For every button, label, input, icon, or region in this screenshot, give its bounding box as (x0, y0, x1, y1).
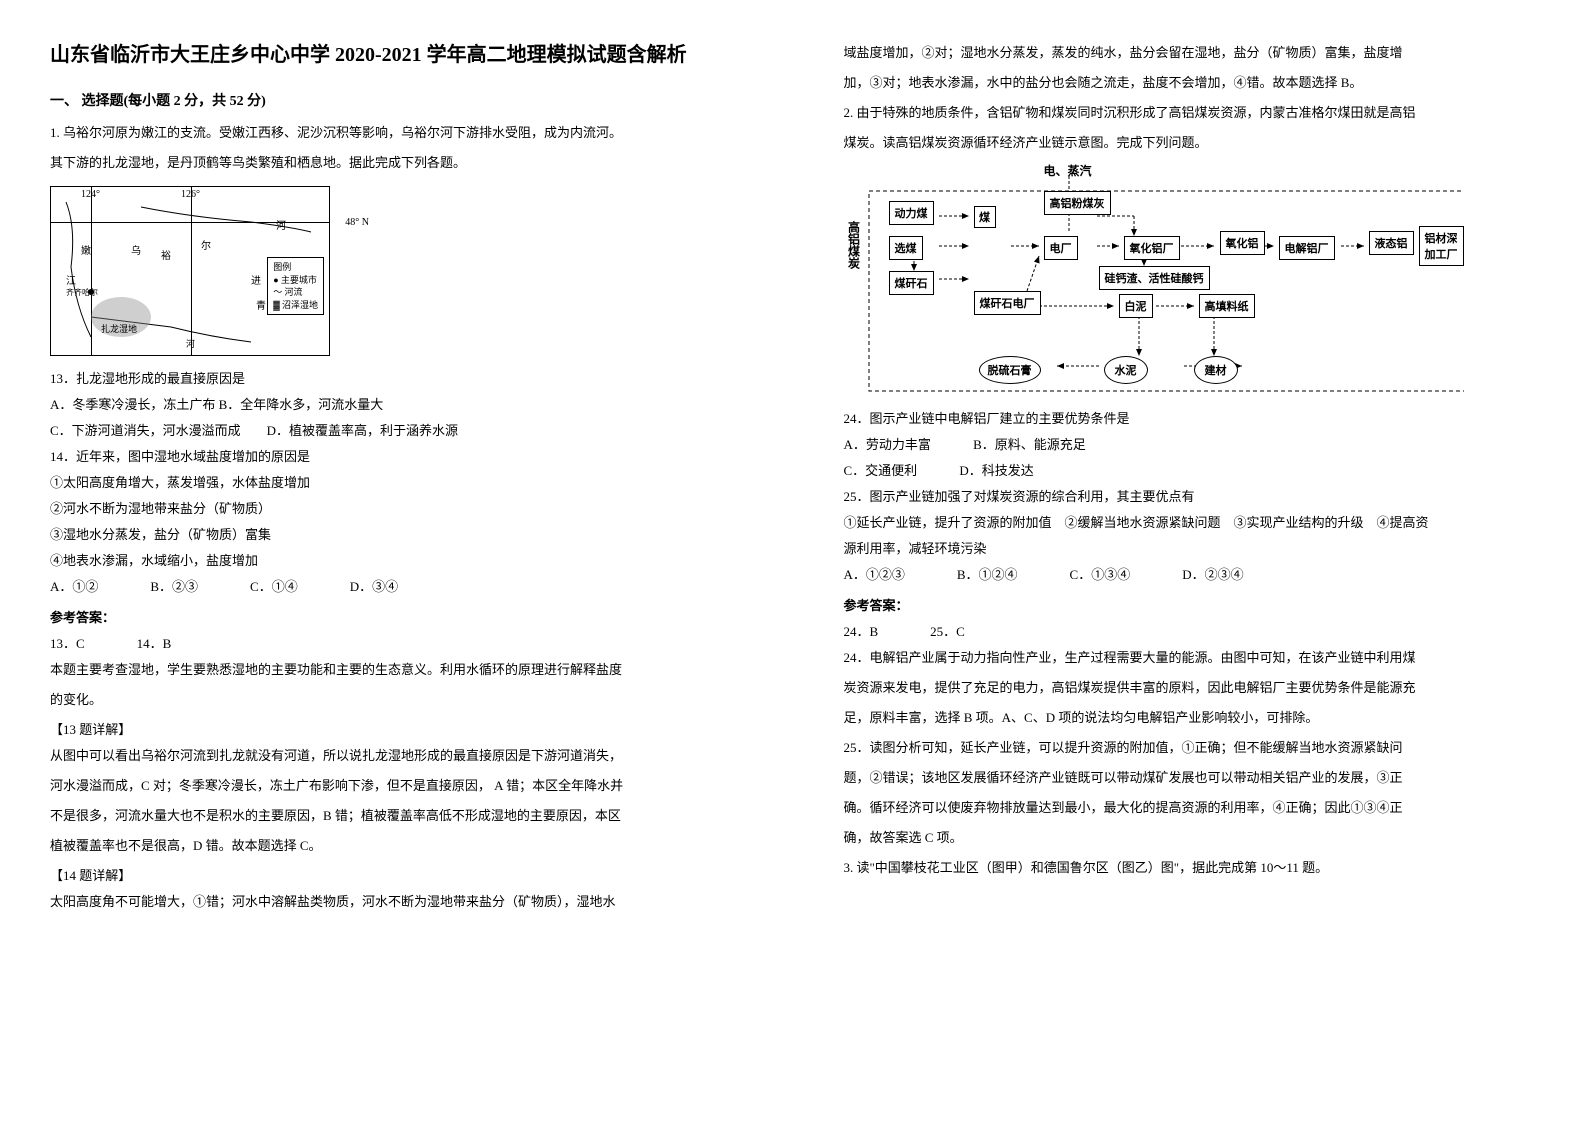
q3: 3. 读"中国攀枝花工业区（图甲）和德国鲁尔区（图乙）图"，据此完成第 10～1… (844, 855, 1538, 881)
d13-3: 不是很多，河流水量大也不是积水的主要原因，B 错；植被覆盖率高低不形成湿地的主要… (50, 803, 744, 829)
answer-header2: 参考答案： (844, 593, 1538, 619)
exp24-2: 炭资源来发电，提供了充足的电力，高铝煤炭提供丰富的原料，因此电解铝厂主要优势条件… (844, 675, 1538, 701)
exp24-3: 足，原料丰富，选择 B 项。A、C、D 项的说法均匀电解铝产业影响较小，可排除。 (844, 705, 1538, 731)
q25-opts: A．①②③ B．①②④ C．①③④ D．②③④ (844, 562, 1538, 588)
box-guigai: 硅钙渣、活性硅酸钙 (1099, 266, 1210, 290)
q14-sub2: ②河水不断为湿地带来盐分（矿物质） (50, 496, 744, 522)
legend-title: 图例 (273, 261, 318, 274)
label-zhalong: 扎龙湿地 (101, 322, 137, 335)
explain1: 本题主要考查湿地，学生要熟悉湿地的主要功能和主要的生态意义。利用水循环的原理进行… (50, 657, 744, 683)
exp25-3: 确。循环经济可以使废弃物排放量达到最小，最大化的提高资源的利用率，④正确；因此①… (844, 795, 1538, 821)
exp25-1: 25．读图分析可知，延长产业链，可以提升资源的附加值，①正确；但不能缓解当地水资… (844, 735, 1538, 761)
q2-intro2: 煤炭。读高铝煤炭资源循环经济产业链示意图。完成下列问题。 (844, 130, 1538, 156)
box-gaolv: 高铝粉煤灰 (1044, 191, 1111, 215)
answer-header: 参考答案： (50, 605, 744, 631)
d13-4: 植被覆盖率也不是很高，D 错。故本题选择 C。 (50, 833, 744, 859)
q25: 25．图示产业链加强了对煤炭资源的综合利用，其主要优点有 (844, 484, 1538, 510)
q25-sub2: 源利用率，减轻环境污染 (844, 536, 1538, 562)
box-tuoliu: 脱硫石膏 (979, 356, 1041, 384)
legend-city: ● 主要城市 (273, 274, 318, 287)
label-qing: 青 (256, 297, 266, 312)
box-meishi2: 煤矸石电厂 (974, 291, 1041, 315)
cont1: 域盐度增加，②对；湿地水分蒸发，蒸发的纯水，盐分会留在湿地，盐分（矿物质）富集，… (844, 40, 1538, 66)
box-shuini: 水泥 (1104, 356, 1148, 384)
left-column: 山东省临沂市大王庄乡中心中学 2020-2021 学年高二地理模拟试题含解析 一… (0, 40, 794, 1082)
box-shenjia: 铝材深加工厂 (1419, 226, 1464, 266)
box-meishi: 煤矸石 (889, 271, 934, 295)
explain2: 的变化。 (50, 687, 744, 713)
d13-2: 河水漫溢而成，C 对；冬季寒冷漫长，冻土广布影响下渗，但不是直接原因， A 错；… (50, 773, 744, 799)
document-title: 山东省临沂市大王庄乡中心中学 2020-2021 学年高二地理模拟试题含解析 (50, 40, 744, 70)
right-column: 域盐度增加，②对；湿地水分蒸发，蒸发的纯水，盐分会留在湿地，盐分（矿物质）富集，… (794, 40, 1587, 1082)
d13-header: 【13 题详解】 (50, 717, 744, 743)
box-gaotian: 高填料纸 (1199, 294, 1255, 318)
left-label: 高铝煤炭 (846, 221, 863, 269)
q24-opts2: C．交通便利 D．科技发达 (844, 458, 1538, 484)
box-jiancai: 建材 (1194, 356, 1238, 384)
section-header: 一、 选择题(每小题 2 分，共 52 分) (50, 90, 744, 110)
legend-river: ～ 河流 (273, 286, 318, 299)
box-yetai: 液态铝 (1369, 231, 1414, 255)
q1-intro1: 1. 乌裕尔河原为嫩江的支流。受嫩江西移、泥沙沉积等影响，乌裕尔河下游排水受阻，… (50, 120, 744, 146)
q14-opts: A．①② B．②③ C．①④ D．③④ (50, 574, 744, 600)
box-dongli: 动力煤 (889, 201, 934, 225)
label-wu: 乌 (131, 242, 141, 257)
exp24-1: 24．电解铝产业属于动力指向性产业，生产过程需要大量的能源。由图中可知，在该产业… (844, 645, 1538, 671)
exp25-4: 确，故答案选 C 项。 (844, 825, 1538, 851)
q2-intro1: 2. 由于特殊的地质条件，含铝矿物和煤炭同时沉积形成了高铝煤炭资源，内蒙古准格尔… (844, 100, 1538, 126)
q14-sub3: ③湿地水分蒸发，盐分（矿物质）富集 (50, 522, 744, 548)
label-er: 尔 (201, 237, 211, 252)
map-legend-box: 图例 ● 主要城市 ～ 河流 ▓ 沼泽湿地 (267, 257, 324, 315)
label-he2: 河 (186, 337, 195, 350)
answer-13-14: 13．C 14．B (50, 631, 744, 657)
box-baini: 白泥 (1119, 294, 1153, 318)
box-dian1: 电厂 (1044, 236, 1078, 260)
q14-sub4: ④地表水渗漏，水域缩小，盐度增加 (50, 548, 744, 574)
q24-opts1: A．劳动力丰富 B．原料、能源充足 (844, 432, 1538, 458)
answer-24-25: 24．B 25．C (844, 619, 1538, 645)
cont2: 加，③对；地表水渗漏，水中的盐分也会随之流走，盐度不会增加，④错。故本题选择 B… (844, 70, 1538, 96)
q1-intro2: 其下游的扎龙湿地，是丹顶鹤等鸟类繁殖和栖息地。据此完成下列各题。 (50, 150, 744, 176)
q25-sub: ①延长产业链，提升了资源的附加值 ②缓解当地水资源紧缺问题 ③实现产业结构的升级… (844, 510, 1538, 536)
q14-sub1: ①太阳高度角增大，蒸发增强，水体盐度增加 (50, 470, 744, 496)
label-yu: 裕 (161, 247, 171, 262)
label-jiang: 江 (66, 272, 76, 287)
q14: 14．近年来，图中湿地水域盐度增加的原因是 (50, 444, 744, 470)
q24: 24．图示产业链中电解铝厂建立的主要优势条件是 (844, 406, 1538, 432)
q13: 13．扎龙湿地形成的最直接原因是 (50, 366, 744, 392)
top-label: 电、蒸汽 (1044, 162, 1092, 179)
box-yanghua2: 氧化铝 (1220, 231, 1265, 255)
legend-wetland: ▓ 沼泽湿地 (273, 299, 318, 312)
d14-1: 太阳高度角不可能增大，①错；河水中溶解盐类物质，河水不断为湿地带来盐分（矿物质）… (50, 889, 744, 915)
q13-opts2: C．下游河道消失，河水漫溢而成 D．植被覆盖率高，利于涵养水源 (50, 418, 744, 444)
box-xuanmei: 选煤 (889, 236, 923, 260)
box-dianjie: 电解铝厂 (1279, 236, 1335, 260)
box-yanghua1: 氧化铝厂 (1124, 236, 1180, 260)
box-mei: 煤 (974, 206, 996, 228)
q13-opts: A．冬季寒冷漫长，冻土广布 B．全年降水多，河流水量大 (50, 392, 744, 418)
label-he: 河 (276, 217, 286, 232)
label-nen: 嫩 (81, 242, 91, 257)
city-qiqihar: 齐齐哈尔 (66, 287, 98, 298)
lat-48: 48° N (345, 217, 369, 228)
d14-header: 【14 题详解】 (50, 863, 744, 889)
chart-figure: 电、蒸汽 高铝煤炭 动力煤 选煤 煤矸石 煤 电厂 高铝粉煤灰 煤矸石电厂 氧化… (844, 166, 1464, 396)
d13-1: 从图中可以看出乌裕尔河流到扎龙就没有河道，所以说扎龙湿地形成的最直接原因是下游河… (50, 743, 744, 769)
map-figure: 124° 126° 48° N 嫩 江 乌 裕 尔 河 齐齐哈尔 扎龙湿地 进 … (50, 186, 330, 356)
exp25-2: 题，②错误；该地区发展循环经济产业链既可以带动煤矿发展也可以带动相关铝产业的发展… (844, 765, 1538, 791)
label-jin: 进 (251, 272, 261, 287)
